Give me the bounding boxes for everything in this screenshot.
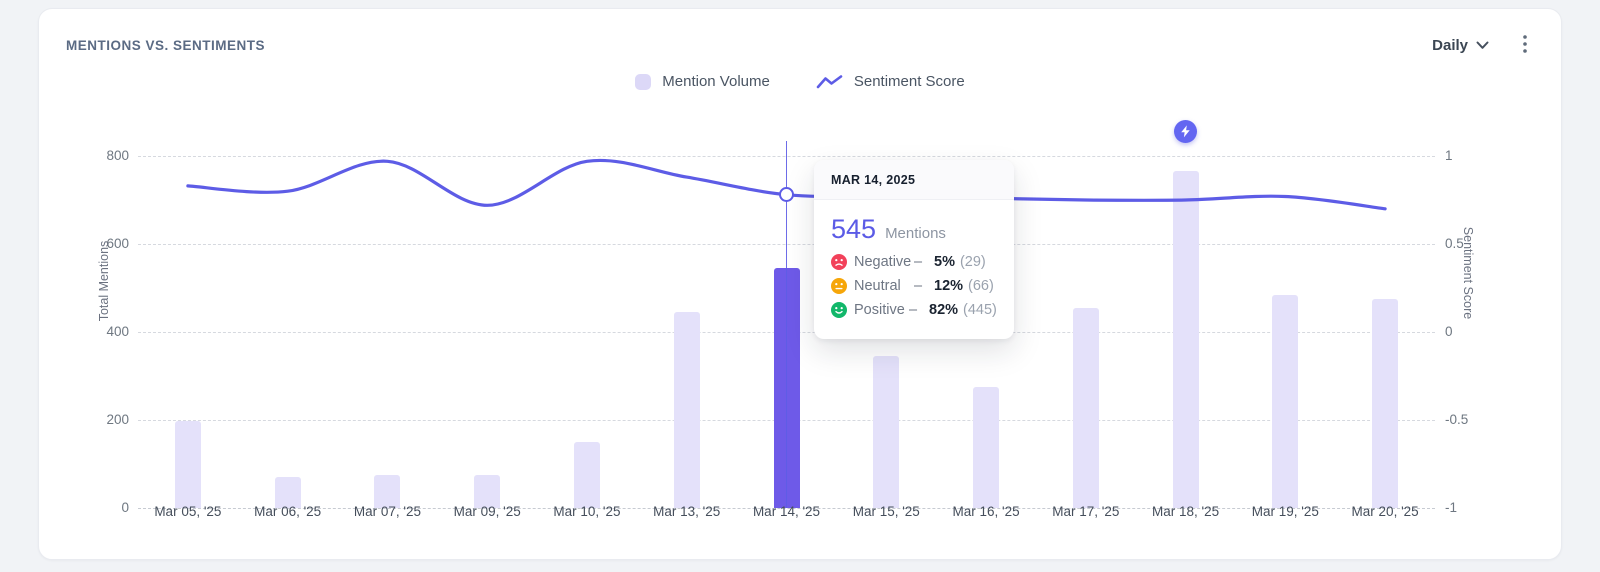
negative-face-icon — [831, 254, 847, 270]
x-axis-tick-label: Mar 07, '25 — [353, 504, 421, 519]
line-series-icon — [816, 74, 843, 88]
x-axis-tick-label: Mar 06, '25 — [254, 504, 322, 519]
sentiment-label: Negative — [854, 254, 912, 270]
right-axis-tick-label: 0 — [1445, 324, 1453, 339]
chevron-down-icon — [1476, 41, 1489, 49]
left-axis-tick-label: 200 — [106, 412, 129, 427]
right-axis-tick-label: 1 — [1445, 148, 1453, 163]
x-axis-tick-label: Mar 09, '25 — [453, 504, 521, 519]
tooltip-row-positive: Positive – 82% (445) — [831, 302, 997, 318]
right-axis-title: Sentiment Score — [1461, 226, 1475, 320]
sentiment-line-series — [186, 158, 1387, 211]
tooltip-row-negative: Negative – 5% (29) — [831, 254, 997, 270]
bar-mar-10-25[interactable] — [573, 442, 600, 508]
tooltip-row-neutral: Neutral – 12% (66) — [831, 278, 997, 294]
sentiment-label: Neutral — [854, 278, 901, 294]
bar-mar-17-25[interactable] — [1072, 307, 1099, 508]
mentions-vs-sentiments-card: MENTIONS VS. SENTIMENTS Daily Mention Vo… — [38, 8, 1562, 560]
legend-label-mention-volume: Mention Volume — [662, 73, 770, 90]
x-axis-tick-label: Mar 20, '25 — [1351, 504, 1419, 519]
tooltip-body: 545 Mentions Negative – 5% (29) — [814, 200, 1014, 339]
x-axis-tick-label: Mar 17, '25 — [1052, 504, 1120, 519]
period-selector-dropdown[interactable]: Daily — [1432, 37, 1489, 54]
bar-mar-05-25[interactable] — [174, 420, 201, 508]
bar-mar-19-25[interactable] — [1272, 294, 1299, 508]
bar-mar-18-25[interactable] — [1172, 171, 1199, 508]
x-axis-line — [138, 508, 1435, 509]
header-controls: Daily — [1432, 33, 1531, 58]
x-axis-tick-label: Mar 10, '25 — [553, 504, 621, 519]
left-axis-tick-label: 0 — [121, 500, 129, 515]
mentions-sentiments-chart: 0 200 400 600 800 1 0.5 0 -0.5 -1 Mar 05, '25 Mar 0… — [39, 9, 1561, 559]
mention-volume-swatch-icon — [635, 73, 652, 90]
more-options-button[interactable] — [1519, 33, 1531, 58]
right-axis-tick-label: -1 — [1445, 500, 1458, 515]
sentiment-count: (29) — [959, 254, 986, 270]
bar-mar-15-25[interactable] — [873, 356, 900, 508]
bar-mar-13-25[interactable] — [673, 312, 700, 508]
sentiment-percent: 12% — [934, 278, 964, 294]
right-axis-tick-label: 0.5 — [1445, 236, 1464, 251]
legend-label-sentiment-score: Sentiment Score — [853, 73, 965, 90]
dash: – — [914, 254, 923, 270]
neutral-face-icon — [831, 278, 847, 294]
tooltip-mentions-label: Mentions — [885, 225, 946, 242]
bar-mar-20-25[interactable] — [1372, 299, 1399, 508]
x-axis-tick-label: Mar 16, '25 — [952, 504, 1020, 519]
period-selector-label: Daily — [1432, 37, 1468, 54]
x-axis-tick-label: Mar 14, '25 — [752, 504, 821, 519]
positive-face-icon — [831, 302, 847, 318]
hover-crosshair-line — [785, 141, 788, 508]
legend-item-mention-volume[interactable]: Mention Volume — [635, 73, 770, 90]
kebab-menu-icon — [1523, 35, 1527, 53]
dash: – — [909, 302, 918, 318]
sentiment-count: (66) — [968, 278, 994, 294]
sentiment-percent: 5% — [934, 254, 955, 270]
card-title: MENTIONS VS. SENTIMENTS — [66, 38, 266, 53]
lightning-badge[interactable] — [1174, 120, 1198, 143]
dash: – — [914, 278, 923, 294]
hover-point-marker — [779, 187, 794, 203]
bar-mar-09-25[interactable] — [474, 475, 501, 508]
bar-mar-16-25[interactable] — [973, 387, 1000, 508]
chart-legend: Mention Volume Sentiment Score — [39, 73, 1561, 90]
legend-item-sentiment-score[interactable]: Sentiment Score — [816, 73, 965, 90]
sentiment-percent: 82% — [929, 302, 959, 318]
x-axis-tick-label: Mar 05, '25 — [154, 504, 222, 519]
left-axis-tick-label: 600 — [106, 236, 129, 251]
sentiment-count: (445) — [963, 302, 997, 318]
left-axis-tick-label: 400 — [106, 324, 129, 339]
sentiment-label: Positive — [854, 302, 905, 318]
tooltip-mentions-value: 545 — [831, 214, 877, 244]
x-axis-tick-label: Mar 19, '25 — [1251, 504, 1319, 519]
left-axis-title: Total Mentions — [97, 240, 111, 322]
lightning-icon — [1181, 125, 1190, 138]
right-axis-tick-label: -0.5 — [1445, 412, 1469, 427]
bar-mar-07-25[interactable] — [374, 475, 401, 508]
tooltip-date: MAR 14, 2025 — [814, 160, 1014, 200]
x-axis-tick-label: Mar 15, '25 — [852, 504, 920, 519]
x-axis-tick-label: Mar 13, '25 — [653, 504, 721, 519]
left-axis-tick-label: 800 — [106, 148, 129, 163]
chart-tooltip: MAR 14, 2025 545 Mentions Negative – 5% … — [814, 160, 1014, 339]
bar-mar-06-25[interactable] — [274, 477, 301, 508]
x-axis-tick-label: Mar 18, '25 — [1152, 504, 1220, 519]
